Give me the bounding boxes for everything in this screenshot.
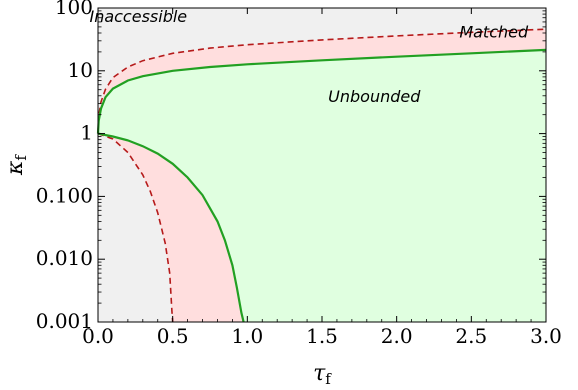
x-tick-label: 1.0	[231, 324, 263, 348]
y-tick-label: 0.100	[36, 183, 93, 207]
region-labels: Inaccessible Matched Unbounded	[89, 7, 528, 106]
dashed-lower-curve	[97, 132, 174, 323]
y-tick-label: 0.001	[36, 309, 93, 333]
y-tick-label: 10	[68, 58, 93, 82]
region-label-inaccessible: Inaccessible	[89, 7, 187, 26]
region-unbounded-fill	[98, 49, 546, 323]
x-axis: 0.0 0.5 1.0 1.5 2.0 2.5 3.0	[82, 8, 562, 348]
x-tick-label: 2.0	[381, 324, 413, 348]
x-tick-label: 0.0	[82, 324, 114, 348]
y-tick-label: 0.010	[36, 246, 93, 270]
solid-upper-curve	[96, 48, 547, 134]
y-axis: 0.001 0.010 0.100 1 10 100	[36, 0, 546, 333]
solid-lower-curve	[97, 132, 245, 323]
x-tick-label: 1.5	[306, 324, 338, 348]
x-axis-label: τf	[313, 361, 332, 388]
y-tick-label: 100	[55, 0, 93, 19]
dashed-upper-curve	[97, 28, 547, 134]
x-tick-label: 3.0	[530, 324, 562, 348]
y-tick-label: 1	[80, 121, 93, 145]
boundary-curves	[96, 28, 547, 323]
region-label-matched: Matched	[459, 22, 529, 41]
region-label-unbounded: Unbounded	[328, 87, 421, 106]
region-fills	[98, 8, 546, 323]
y-axis-label: κf	[3, 154, 30, 176]
x-tick-label: 0.5	[157, 324, 189, 348]
x-tick-label: 2.5	[455, 324, 487, 348]
